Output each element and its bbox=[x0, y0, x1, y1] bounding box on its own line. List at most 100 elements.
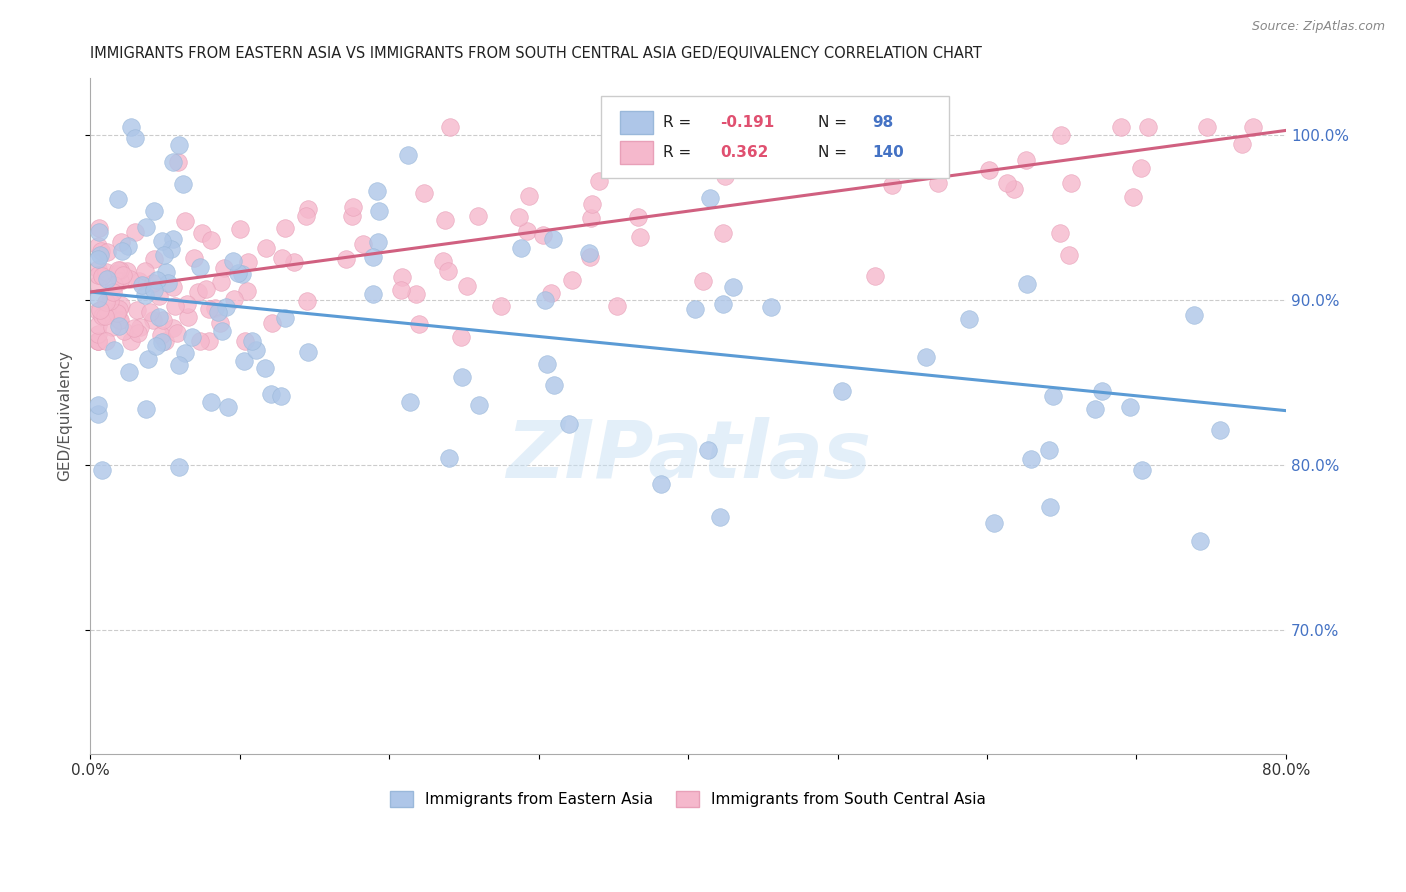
Point bbox=[352, 236, 374, 251]
Point bbox=[86, 268, 108, 283]
Point bbox=[129, 320, 152, 334]
Point bbox=[692, 275, 714, 289]
Point bbox=[89, 302, 111, 317]
Point bbox=[89, 225, 111, 239]
Point bbox=[110, 244, 132, 258]
Point bbox=[516, 224, 538, 238]
Point bbox=[391, 269, 413, 284]
Point bbox=[606, 299, 628, 313]
Point bbox=[117, 239, 139, 253]
Point bbox=[112, 324, 135, 338]
Point bbox=[101, 285, 124, 300]
Point bbox=[995, 176, 1018, 190]
Point bbox=[86, 334, 108, 349]
Point bbox=[558, 417, 581, 431]
Point bbox=[1230, 137, 1253, 152]
Text: N =: N = bbox=[818, 145, 852, 160]
Point bbox=[628, 229, 651, 244]
Point bbox=[90, 463, 112, 477]
Point bbox=[101, 319, 124, 334]
Point bbox=[536, 358, 558, 372]
Point bbox=[1197, 120, 1219, 135]
Point bbox=[977, 162, 1000, 177]
Point bbox=[467, 209, 489, 223]
Point bbox=[136, 351, 159, 366]
Point bbox=[561, 273, 583, 287]
Point bbox=[534, 293, 557, 307]
Text: N =: N = bbox=[818, 115, 852, 130]
Point bbox=[134, 264, 156, 278]
Text: 0.362: 0.362 bbox=[720, 145, 769, 160]
Point bbox=[235, 285, 257, 299]
Point bbox=[413, 186, 436, 200]
Point bbox=[87, 291, 110, 305]
Point bbox=[389, 283, 412, 297]
Point bbox=[103, 278, 125, 293]
Point bbox=[162, 154, 184, 169]
Point bbox=[579, 250, 602, 264]
Point bbox=[509, 241, 531, 255]
Point bbox=[1084, 402, 1107, 417]
Point bbox=[254, 361, 277, 376]
Point bbox=[143, 283, 166, 297]
Point bbox=[107, 263, 129, 277]
Point bbox=[108, 263, 131, 277]
Point bbox=[180, 330, 202, 344]
Point bbox=[508, 210, 530, 224]
Point bbox=[86, 252, 108, 266]
Point bbox=[294, 210, 316, 224]
Point bbox=[254, 241, 277, 255]
Point bbox=[142, 276, 165, 290]
Point bbox=[122, 320, 145, 334]
Point bbox=[683, 301, 706, 316]
Point bbox=[96, 245, 118, 260]
Point bbox=[229, 222, 252, 236]
Point bbox=[191, 226, 214, 240]
Point bbox=[1136, 120, 1159, 135]
Point bbox=[86, 304, 108, 318]
Point bbox=[90, 244, 112, 259]
Point bbox=[110, 298, 132, 312]
Point bbox=[627, 210, 650, 224]
Point bbox=[107, 301, 129, 316]
Point bbox=[1091, 384, 1114, 398]
Point bbox=[759, 300, 782, 314]
Point bbox=[209, 316, 232, 330]
Point bbox=[297, 202, 319, 217]
Point bbox=[124, 131, 146, 145]
Point bbox=[367, 204, 389, 219]
Point bbox=[437, 451, 460, 466]
Point bbox=[1059, 176, 1081, 190]
Point bbox=[399, 395, 422, 409]
Text: ZIPatlas: ZIPatlas bbox=[506, 417, 870, 495]
Point bbox=[91, 309, 114, 323]
Point bbox=[274, 311, 297, 326]
Point bbox=[143, 252, 166, 266]
Point bbox=[125, 303, 148, 318]
Point bbox=[145, 272, 167, 286]
Point bbox=[162, 232, 184, 246]
Point bbox=[363, 287, 385, 301]
Point bbox=[188, 334, 211, 349]
Point bbox=[711, 226, 734, 240]
Point bbox=[367, 235, 389, 249]
Point bbox=[1059, 248, 1081, 262]
Point bbox=[232, 353, 254, 368]
Point bbox=[217, 401, 239, 415]
Point bbox=[650, 477, 672, 491]
Point bbox=[335, 252, 357, 266]
Point bbox=[450, 330, 472, 344]
Point bbox=[100, 294, 122, 309]
Point bbox=[96, 272, 118, 286]
Point bbox=[94, 334, 117, 349]
Point bbox=[1111, 120, 1133, 135]
Point bbox=[172, 177, 194, 191]
Point bbox=[183, 251, 205, 265]
FancyBboxPatch shape bbox=[620, 141, 654, 164]
Point bbox=[124, 225, 146, 239]
Point bbox=[166, 326, 188, 341]
FancyBboxPatch shape bbox=[600, 96, 949, 178]
Point bbox=[831, 384, 853, 399]
Point bbox=[93, 310, 115, 324]
Point bbox=[86, 261, 108, 276]
